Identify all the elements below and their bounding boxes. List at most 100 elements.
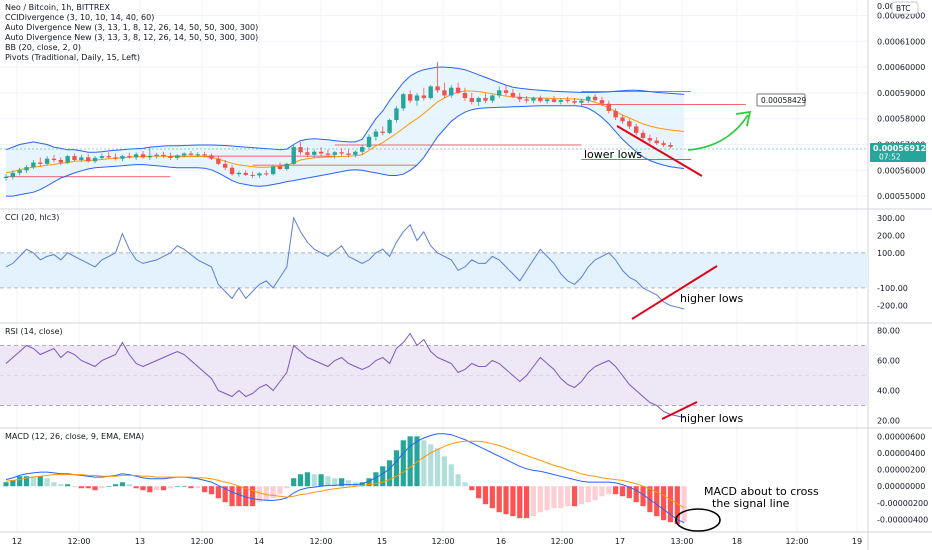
candle-body (586, 96, 591, 101)
x-tick-label: 14 (254, 537, 264, 546)
candle-body (181, 153, 187, 156)
candle-body (195, 154, 200, 156)
lower-lows-label: lower lows (584, 148, 642, 161)
candle-body (421, 95, 427, 99)
x-axis[interactable]: 12 12:00 13 12:00 14 12:00 15 12:00 16 12:00 17 13:… (12, 537, 862, 546)
candle-body (654, 140, 659, 144)
y-tick-label: 300.00 (877, 214, 905, 223)
cci-title: CCI (20, hlc3) (5, 213, 60, 222)
macd-legend[interactable]: MACD (12, 26, close, 9, EMA, EMA) (5, 432, 144, 442)
rsi-legend[interactable]: RSI (14, close) (5, 327, 63, 337)
macd-histogram-bar (65, 484, 71, 487)
macd-histogram-bar (113, 484, 119, 487)
candle-body (31, 162, 36, 168)
price-panel[interactable]: lower lows 0.00058429 (3, 61, 807, 197)
candle-body (257, 173, 262, 176)
macd-histogram-bar (236, 486, 242, 507)
candle-body (579, 100, 584, 103)
macd-histogram-bar (208, 486, 215, 495)
target-price-tag[interactable] (756, 93, 806, 107)
macd-histogram-bar (263, 486, 269, 501)
candle-body (175, 155, 180, 158)
macd-histogram-bar (599, 486, 605, 497)
macd-histogram-bar (174, 486, 180, 487)
macd-histogram-bar (133, 486, 139, 489)
macd-histogram-bar (619, 486, 626, 497)
candle-body (483, 98, 488, 101)
macd-histogram-bar (428, 444, 434, 487)
macd-histogram-bar (304, 472, 310, 487)
candle-body (407, 94, 413, 101)
indicator-legend-1[interactable]: CCIDivergence (3, 10, 10, 14, 40, 60) (5, 13, 155, 22)
macd-histogram-bar (606, 486, 612, 495)
macd-histogram-bar (147, 486, 153, 493)
macd-histogram-bar (167, 486, 173, 489)
macd-histogram-bar (58, 484, 64, 487)
y-tick-label: -200.00 (877, 301, 908, 310)
macd-histogram-bar (126, 484, 132, 487)
macd-histogram-bar (345, 480, 352, 487)
candle-body (565, 100, 570, 102)
indicator-legend-4[interactable]: BB (20, close, 2, 0) (5, 43, 81, 52)
macd-histogram-bar (366, 478, 372, 487)
cci-higher-lows-label: higher lows (680, 292, 744, 305)
cci-band (0, 252, 868, 288)
countdown-text: 07:52 (879, 153, 901, 162)
macd-histogram-bar (434, 448, 441, 487)
x-tick-label: 12:00 (309, 537, 332, 546)
candle-body (613, 110, 618, 118)
macd-histogram-bar (181, 486, 187, 487)
macd-histogram-bar (195, 486, 201, 489)
y-axis[interactable]: 0.00062000 0.00061000 0.00060000 0.00059000… (877, 11, 928, 524)
macd-histogram-bar (37, 476, 43, 487)
candle-body (551, 99, 557, 102)
x-tick-label: 12:00 (190, 537, 213, 546)
x-tick-label: 19 (852, 537, 862, 546)
macd-panel[interactable]: MACD about to cross the signal line (3, 433, 819, 532)
x-tick-label: 13 (135, 537, 145, 546)
macd-histogram-bar (154, 486, 160, 491)
macd-histogram-bar (318, 474, 324, 487)
candle-body (58, 159, 63, 163)
y-tick-label: 0.00000200 (877, 466, 925, 475)
lower-lows-trendline (616, 125, 703, 177)
y-tick-label: 0.00056000 (877, 166, 925, 175)
indicator-legend-5[interactable]: Pivots (Traditional, Daily, 15, Left) (5, 53, 140, 62)
macd-histogram-bar (503, 486, 509, 515)
macd-signal-line (5, 440, 685, 509)
macd-histogram-bar (44, 478, 50, 487)
candle-body (51, 158, 57, 160)
macd-histogram-bar (140, 486, 146, 491)
cci-panel[interactable]: higher lows (0, 216, 868, 320)
candle-body (277, 166, 283, 170)
candle-body (243, 172, 248, 175)
macd-histogram-bar (407, 436, 413, 487)
indicator-legend-3[interactable]: Auto Divergence New (3, 13, 3, 8, 12, 26… (5, 33, 259, 42)
x-tick-label: 12:00 (67, 537, 90, 546)
candle-body (305, 152, 310, 155)
bollinger-upper-line (5, 66, 685, 153)
rsi-line (5, 332, 685, 418)
candle-body (188, 153, 194, 155)
indicator-legend-2[interactable]: Auto Divergence New (3, 13, 1, 8, 12, 26… (5, 23, 259, 32)
macd-histogram-bar (215, 486, 221, 499)
cci-legend[interactable]: CCI (20, hlc3) (5, 213, 59, 223)
candle-body (332, 152, 337, 155)
y-tick-label: 20.00 (877, 417, 900, 426)
projection-arrowhead-icon (735, 110, 752, 127)
macd-histogram-bar (613, 486, 619, 495)
macd-histogram-bar (482, 486, 489, 505)
macd-histogram-bar (3, 482, 9, 487)
currency-badge[interactable] (891, 1, 919, 15)
candle-body (86, 157, 91, 162)
candle-body (462, 92, 468, 99)
current-price-tag: 0.00056912 07:52 (870, 143, 926, 162)
currency-badge-text: BTC (896, 4, 911, 13)
rsi-panel[interactable]: higher lows (0, 332, 868, 426)
y-tick-label: 0.00000600 (877, 432, 925, 441)
candle-body (38, 162, 43, 164)
y-tick-label: -100.00 (877, 284, 908, 293)
candle-body (346, 153, 351, 155)
candle-body (99, 156, 105, 158)
